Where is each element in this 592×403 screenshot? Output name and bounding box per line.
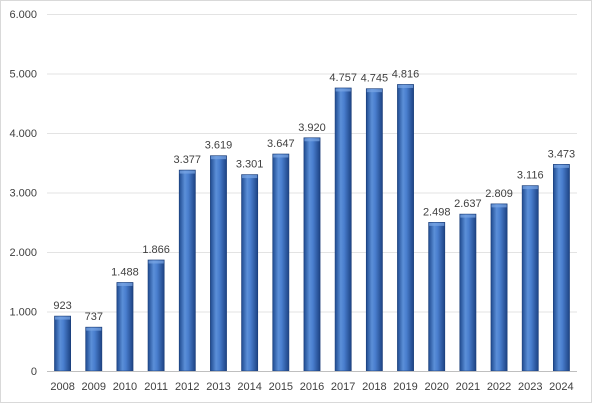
bar-top-highlight: [397, 84, 414, 88]
x-tick-label: 2016: [300, 381, 324, 393]
bar: [303, 137, 321, 372]
x-axis-tick-labels: 2008 2009 2010 2011 2012 2013 2014 2015 2016 2017…: [50, 381, 573, 393]
bar-top-highlight: [522, 186, 538, 190]
bar: [428, 222, 446, 372]
x-tick-label: 2023: [518, 381, 542, 393]
bar: [553, 164, 570, 372]
x-tick-label: 2024: [549, 381, 573, 393]
data-label: 3.377: [174, 154, 202, 166]
x-tick-label: 2012: [175, 381, 199, 393]
bar-top-highlight: [242, 175, 258, 179]
data-label: 4.745: [361, 73, 389, 85]
bar-top-highlight: [304, 138, 320, 142]
bar-top-highlight: [210, 156, 227, 160]
bar-top-highlight: [273, 154, 289, 158]
data-label: 2.498: [423, 206, 451, 218]
x-tick-label: 2015: [269, 381, 293, 393]
x-tick-label: 2019: [393, 381, 417, 393]
bar: [334, 87, 352, 372]
x-tick-label: 2008: [50, 381, 74, 393]
bar-top-highlight: [460, 214, 476, 218]
gridlines: [47, 14, 577, 313]
bar-top-highlight: [54, 316, 71, 320]
x-tick-label: 2010: [113, 381, 137, 393]
bar: [54, 315, 71, 372]
x-tick-label: 2011: [144, 381, 168, 393]
y-tick-label: 3.000: [9, 188, 37, 200]
data-label: 4.816: [392, 68, 420, 80]
data-label: 1.866: [142, 244, 170, 256]
x-tick-label: 2014: [237, 381, 261, 393]
bar: [85, 326, 103, 372]
data-label: 3.920: [298, 122, 326, 134]
bar-top-highlight: [179, 170, 195, 174]
x-tick-label: 2021: [456, 381, 480, 393]
bars: [54, 84, 570, 372]
bar-top-highlight: [553, 164, 570, 168]
data-label: 3.619: [205, 140, 233, 152]
bar-top-highlight: [117, 282, 133, 286]
x-tick-label: 2009: [82, 381, 106, 393]
y-axis-tick-labels: 0 1.000 2.000 3.000 4.000 5.000 6.000: [9, 9, 37, 378]
bar: [397, 84, 414, 372]
y-tick-label: 1.000: [9, 307, 37, 319]
data-label: 3.301: [236, 159, 264, 171]
data-label: 923: [53, 300, 71, 312]
bar-top-highlight: [86, 327, 102, 331]
bar-top-highlight: [335, 88, 351, 92]
bar-top-highlight: [366, 89, 382, 93]
bar: [147, 259, 165, 372]
data-label: 2.637: [454, 198, 482, 210]
bar: [178, 169, 196, 372]
bar: [490, 203, 508, 372]
x-tick-label: 2017: [331, 381, 355, 393]
bar-top-highlight: [429, 222, 445, 226]
bar: [116, 282, 134, 372]
x-tick-label: 2018: [362, 381, 386, 393]
y-tick-label: 0: [31, 366, 37, 378]
bar: [521, 185, 539, 372]
y-tick-label: 4.000: [9, 128, 37, 140]
bar: [365, 88, 383, 372]
x-tick-label: 2020: [424, 381, 448, 393]
x-tick-label: 2022: [487, 381, 511, 393]
data-label: 737: [85, 311, 103, 323]
data-label: 3.473: [548, 148, 576, 160]
bar-top-highlight: [148, 260, 164, 264]
bar: [210, 155, 227, 372]
bar: [241, 174, 259, 372]
data-label: 2.809: [485, 188, 513, 200]
bar: [272, 153, 290, 372]
bar: [459, 213, 477, 372]
data-label: 1.488: [111, 266, 139, 278]
y-tick-label: 5.000: [9, 69, 37, 81]
data-label: 4.757: [329, 72, 357, 84]
y-tick-label: 2.000: [9, 247, 37, 259]
y-tick-label: 6.000: [9, 9, 37, 21]
x-tick-label: 2013: [206, 381, 230, 393]
data-label: 3.647: [267, 138, 295, 150]
data-label: 3.116: [517, 170, 544, 182]
bar-top-highlight: [491, 204, 507, 208]
